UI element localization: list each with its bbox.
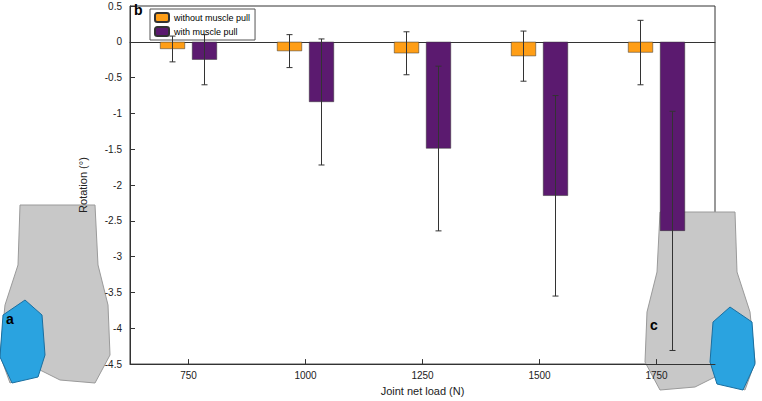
svg-text:1000: 1000 [294,370,317,381]
svg-text:Rotation (°): Rotation (°) [77,157,89,213]
svg-text:-1: -1 [113,108,122,119]
svg-text:-2: -2 [113,180,122,191]
svg-text:c: c [650,317,658,333]
svg-text:1750: 1750 [645,370,668,381]
svg-text:-0.5: -0.5 [105,72,123,83]
svg-text:-3: -3 [113,251,122,262]
svg-text:-4: -4 [113,323,122,334]
svg-text:Joint net load (N): Joint net load (N) [381,385,465,397]
svg-text:a: a [6,311,14,327]
svg-text:b: b [134,2,143,18]
svg-text:without muscle pull: without muscle pull [173,13,250,23]
svg-text:-4.5: -4.5 [105,359,123,370]
svg-text:-2.5: -2.5 [105,215,123,226]
svg-text:1500: 1500 [528,370,551,381]
svg-text:0: 0 [116,36,122,47]
svg-text:-1.5: -1.5 [105,144,123,155]
svg-text:-3.5: -3.5 [105,287,123,298]
svg-text:750: 750 [180,370,197,381]
svg-text:0.5: 0.5 [108,1,122,12]
svg-text:1250: 1250 [411,370,434,381]
svg-text:with muscle pull: with muscle pull [173,27,238,37]
